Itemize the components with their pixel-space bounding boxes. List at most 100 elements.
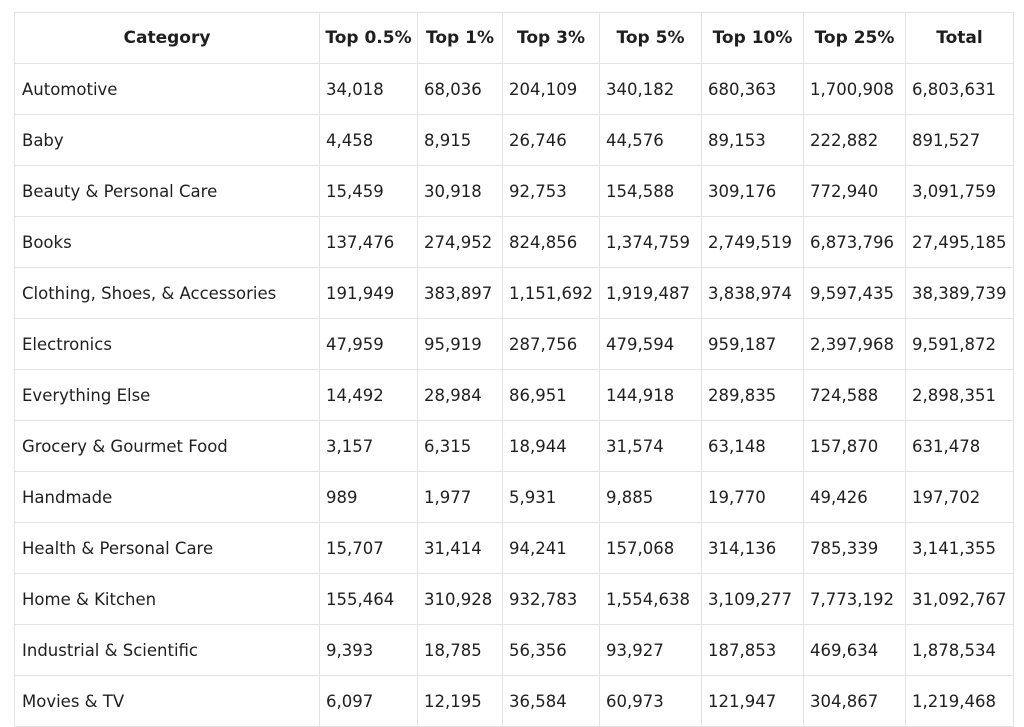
value-cell: 3,141,355 (905, 522, 1014, 574)
value-cell: 785,339 (803, 522, 906, 574)
category-cell: Automotive (14, 63, 320, 115)
column-header: Top 25% (803, 12, 906, 64)
value-cell: 314,136 (701, 522, 804, 574)
value-cell: 6,803,631 (905, 63, 1014, 115)
value-cell: 34,018 (319, 63, 418, 115)
table-row: Health & Personal Care 15,707 31,414 94,241… (14, 522, 1014, 574)
table-row: Grocery & Gourmet Food 3,157 6,315 18,944 31… (14, 420, 1014, 472)
value-cell: 631,478 (905, 420, 1014, 472)
value-cell: 3,838,974 (701, 267, 804, 319)
table-row: Everything Else 14,492 28,984 86,951 144,918… (14, 369, 1014, 421)
category-cell: Electronics (14, 318, 320, 370)
value-cell: 6,315 (417, 420, 503, 472)
value-cell: 479,594 (599, 318, 702, 370)
value-cell: 2,397,968 (803, 318, 906, 370)
value-cell: 5,931 (502, 471, 600, 523)
value-cell: 31,414 (417, 522, 503, 574)
value-cell: 287,756 (502, 318, 600, 370)
value-cell: 340,182 (599, 63, 702, 115)
category-cell: Everything Else (14, 369, 320, 421)
column-header: Top 0.5% (319, 12, 418, 64)
table-body: Automotive 34,018 68,036 204,109 340,182 680,… (14, 63, 1014, 727)
value-cell: 44,576 (599, 114, 702, 166)
value-cell: 204,109 (502, 63, 600, 115)
value-cell: 157,870 (803, 420, 906, 472)
value-cell: 2,898,351 (905, 369, 1014, 421)
value-cell: 1,878,534 (905, 624, 1014, 676)
table-row: Beauty & Personal Care 15,459 30,918 92,753… (14, 165, 1014, 217)
value-cell: 959,187 (701, 318, 804, 370)
table-row: Automotive 34,018 68,036 204,109 340,182 680,… (14, 63, 1014, 115)
value-cell: 3,091,759 (905, 165, 1014, 217)
column-header: Total (905, 12, 1014, 64)
column-header: Top 3% (502, 12, 600, 64)
value-cell: 1,700,908 (803, 63, 906, 115)
value-cell: 3,157 (319, 420, 418, 472)
value-cell: 274,952 (417, 216, 503, 268)
value-cell: 9,591,872 (905, 318, 1014, 370)
value-cell: 95,919 (417, 318, 503, 370)
value-cell: 28,984 (417, 369, 503, 421)
value-cell: 824,856 (502, 216, 600, 268)
value-cell: 9,393 (319, 624, 418, 676)
value-cell: 14,492 (319, 369, 418, 421)
value-cell: 1,374,759 (599, 216, 702, 268)
value-cell: 36,584 (502, 675, 600, 727)
value-cell: 68,036 (417, 63, 503, 115)
column-header: Top 10% (701, 12, 804, 64)
value-cell: 891,527 (905, 114, 1014, 166)
value-cell: 724,588 (803, 369, 906, 421)
value-cell: 26,746 (502, 114, 600, 166)
value-cell: 15,707 (319, 522, 418, 574)
table-row: Movies & TV 6,097 12,195 36,584 60,973 121,94… (14, 675, 1014, 727)
value-cell: 680,363 (701, 63, 804, 115)
value-cell: 15,459 (319, 165, 418, 217)
table-row: Electronics 47,959 95,919 287,756 479,594 959… (14, 318, 1014, 370)
value-cell: 19,770 (701, 471, 804, 523)
value-cell: 157,068 (599, 522, 702, 574)
value-cell: 1,151,692 (502, 267, 600, 319)
table-row: Home & Kitchen 155,464 310,928 932,783 1,554… (14, 573, 1014, 625)
value-cell: 38,389,739 (905, 267, 1014, 319)
value-cell: 31,092,767 (905, 573, 1014, 625)
table-row: Industrial & Scientific 9,393 18,785 56,356… (14, 624, 1014, 676)
category-cell: Handmade (14, 471, 320, 523)
category-cell: Beauty & Personal Care (14, 165, 320, 217)
value-cell: 7,773,192 (803, 573, 906, 625)
value-cell: 60,973 (599, 675, 702, 727)
value-cell: 86,951 (502, 369, 600, 421)
category-cell: Health & Personal Care (14, 522, 320, 574)
value-cell: 27,495,185 (905, 216, 1014, 268)
value-cell: 1,919,487 (599, 267, 702, 319)
value-cell: 155,464 (319, 573, 418, 625)
value-cell: 8,915 (417, 114, 503, 166)
value-cell: 1,219,468 (905, 675, 1014, 727)
value-cell: 12,195 (417, 675, 503, 727)
value-cell: 1,977 (417, 471, 503, 523)
table-container: Category Top 0.5% Top 1% Top 3% Top 5% Top 10… (14, 12, 1014, 727)
value-cell: 9,885 (599, 471, 702, 523)
category-table: Category Top 0.5% Top 1% Top 3% Top 5% Top 10… (14, 12, 1014, 727)
column-header: Top 5% (599, 12, 702, 64)
value-cell: 310,928 (417, 573, 503, 625)
value-cell: 1,554,638 (599, 573, 702, 625)
value-cell: 137,476 (319, 216, 418, 268)
value-cell: 304,867 (803, 675, 906, 727)
category-cell: Baby (14, 114, 320, 166)
table-row: Handmade 989 1,977 5,931 9,885 19,770 49,426 19… (14, 471, 1014, 523)
value-cell: 89,153 (701, 114, 804, 166)
value-cell: 772,940 (803, 165, 906, 217)
value-cell: 989 (319, 471, 418, 523)
value-cell: 289,835 (701, 369, 804, 421)
value-cell: 18,944 (502, 420, 600, 472)
value-cell: 63,148 (701, 420, 804, 472)
table-row: Baby 4,458 8,915 26,746 44,576 89,153 222,882 8… (14, 114, 1014, 166)
value-cell: 932,783 (502, 573, 600, 625)
value-cell: 469,634 (803, 624, 906, 676)
category-cell: Grocery & Gourmet Food (14, 420, 320, 472)
value-cell: 49,426 (803, 471, 906, 523)
column-header: Category (14, 12, 320, 64)
header-row: Category Top 0.5% Top 1% Top 3% Top 5% Top 10… (14, 12, 1014, 64)
value-cell: 6,097 (319, 675, 418, 727)
category-cell: Books (14, 216, 320, 268)
